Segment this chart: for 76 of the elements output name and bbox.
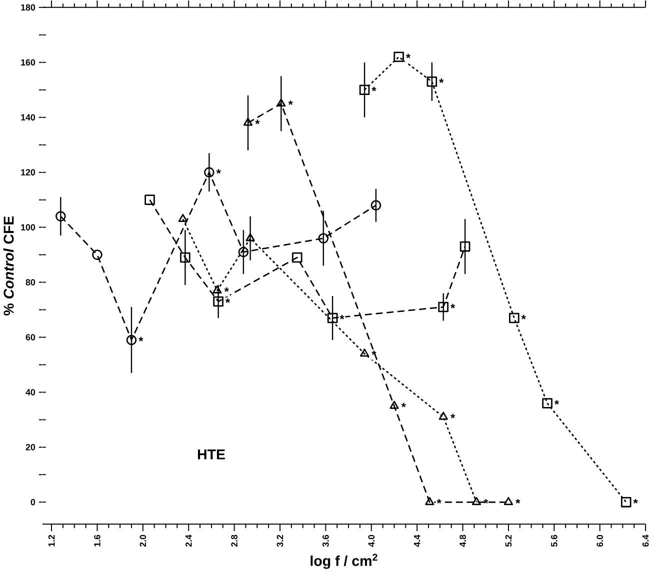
x-tick-label: 5.2 <box>505 534 512 547</box>
point <box>318 233 329 244</box>
x-tick-label: 2.4 <box>185 534 192 547</box>
data-label: * <box>406 54 411 58</box>
x-tick-label: 5.6 <box>551 534 558 547</box>
data-label: * <box>554 400 560 404</box>
point <box>180 252 190 263</box>
x-tick-label: 6.4 <box>642 534 649 547</box>
y-tick-label: 120 <box>21 169 36 176</box>
data-label: * <box>401 402 406 408</box>
point <box>370 200 382 210</box>
data-label: * <box>216 169 221 174</box>
data-label: * <box>450 414 456 418</box>
data-label: * <box>288 100 293 105</box>
data-label: * <box>439 78 444 83</box>
y-tick-label: 80 <box>26 279 36 286</box>
point <box>504 496 514 506</box>
data-label: * <box>484 499 488 504</box>
x-tick-label: 2.8 <box>231 534 238 547</box>
point <box>390 400 399 409</box>
data-label: * <box>372 86 376 92</box>
y-tick-label: 100 <box>21 224 36 230</box>
point <box>425 496 434 506</box>
point <box>246 233 255 242</box>
point <box>213 296 224 307</box>
x-tick-label: 4.4 <box>414 534 420 547</box>
point <box>472 496 482 506</box>
y-tick-label: 40 <box>26 388 36 396</box>
annotation: HTE <box>198 449 225 460</box>
y-tick-label: 160 <box>21 59 36 66</box>
point <box>276 98 286 106</box>
data-label: * <box>633 499 638 504</box>
x-tick-label: 3.6 <box>322 534 329 547</box>
point <box>92 250 102 260</box>
point <box>126 334 137 346</box>
point <box>327 312 338 324</box>
point <box>243 118 253 126</box>
point <box>438 302 448 312</box>
x-tick-label: 1.6 <box>94 534 100 546</box>
point <box>426 76 438 87</box>
point <box>460 241 470 252</box>
point <box>438 412 448 420</box>
data-label: * <box>224 287 229 292</box>
point <box>56 211 66 222</box>
x-tick-label: 4.0 <box>368 534 375 547</box>
y-tick-label: 0 <box>30 498 36 506</box>
point <box>292 252 302 263</box>
data-label: * <box>450 304 456 308</box>
data-label: * <box>436 499 442 504</box>
y-tick-label: 20 <box>26 444 36 450</box>
y-tick-label: 180 <box>21 4 36 10</box>
point <box>394 52 404 62</box>
point <box>620 496 632 508</box>
data-label: * <box>340 314 344 320</box>
point <box>144 194 155 205</box>
data-label: * <box>138 336 144 342</box>
x-tick-label: 1.2 <box>48 534 55 546</box>
data-label: * <box>521 314 526 320</box>
data-label: * <box>225 298 230 303</box>
point <box>204 167 214 178</box>
point <box>359 84 370 95</box>
point <box>360 348 370 357</box>
x-tick-label: 4.8 <box>460 534 466 547</box>
x-tick-label: 3.2 <box>276 534 284 547</box>
y-tick-label: 140 <box>21 114 36 120</box>
x-tick-label: 6.0 <box>596 534 604 547</box>
point <box>509 312 520 324</box>
point <box>178 214 188 222</box>
x-tick-label: 2.0 <box>140 534 146 547</box>
point <box>238 246 249 258</box>
y-axis-title: % Control CFE <box>3 216 14 316</box>
data-label: * <box>255 120 260 124</box>
y-tick-label: 60 <box>26 334 36 340</box>
point <box>542 398 552 408</box>
x-axis-title: log f / cm$^{2}$ <box>310 554 378 569</box>
data-label: * <box>516 499 520 504</box>
